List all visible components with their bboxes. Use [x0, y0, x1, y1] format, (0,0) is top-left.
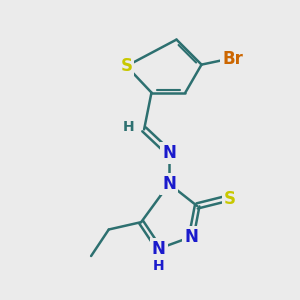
Text: S: S [224, 190, 236, 208]
Text: S: S [120, 57, 132, 75]
Text: N: N [152, 240, 166, 258]
Text: N: N [162, 144, 176, 162]
Text: N: N [162, 175, 176, 193]
Text: H: H [153, 259, 165, 273]
Text: Br: Br [222, 50, 243, 68]
Text: H: H [123, 120, 135, 134]
Text: N: N [184, 228, 198, 246]
